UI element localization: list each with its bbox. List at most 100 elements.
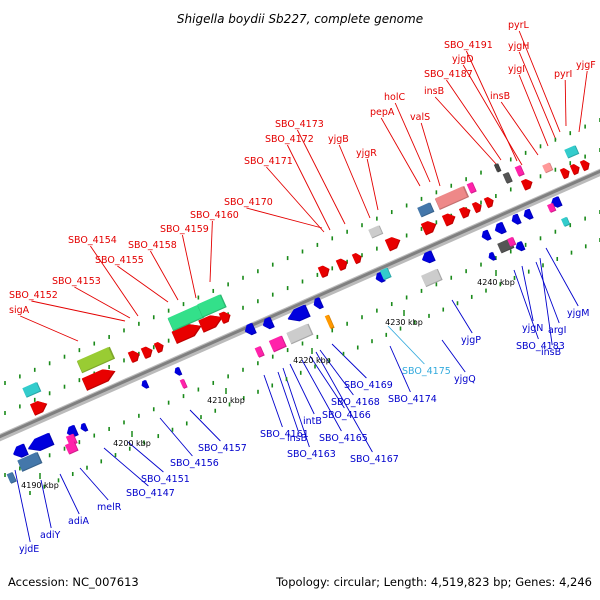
gene-label-reverse[interactable]: adiY xyxy=(40,530,60,541)
gene-feature[interactable] xyxy=(510,213,522,226)
gene-feature[interactable] xyxy=(368,225,384,239)
gene-feature[interactable] xyxy=(171,320,204,345)
gene-feature[interactable] xyxy=(514,165,525,177)
gene-feature[interactable] xyxy=(466,182,477,194)
gene-feature[interactable] xyxy=(547,202,557,213)
gene-label-reverse[interactable]: insB xyxy=(541,347,561,358)
gene-feature[interactable] xyxy=(243,322,257,338)
gene-label-forward[interactable]: SBO_4155 xyxy=(95,255,144,266)
gene-feature[interactable] xyxy=(179,378,188,390)
gene-label-forward[interactable]: yjgH xyxy=(508,41,529,52)
gene-feature[interactable] xyxy=(140,345,155,360)
gene-feature[interactable] xyxy=(29,398,50,416)
gene-feature[interactable] xyxy=(507,236,517,247)
gene-feature[interactable] xyxy=(487,251,497,262)
gene-feature[interactable] xyxy=(434,186,470,210)
gene-feature[interactable] xyxy=(374,271,386,284)
gene-label-forward[interactable]: yjgB xyxy=(328,134,349,145)
gene-feature[interactable] xyxy=(17,452,43,472)
gene-label-forward[interactable]: holC xyxy=(384,92,405,103)
gene-feature[interactable] xyxy=(285,304,311,325)
gene-feature[interactable] xyxy=(542,162,554,174)
gene-label-reverse[interactable]: argI xyxy=(548,325,566,336)
gene-label-reverse[interactable]: SBO_4183 xyxy=(516,341,565,352)
gene-label-reverse[interactable]: adiA xyxy=(68,516,89,527)
gene-feature[interactable] xyxy=(76,346,116,374)
gene-label-reverse[interactable]: melR xyxy=(97,502,122,513)
gene-feature[interactable] xyxy=(167,304,205,332)
gene-label-forward[interactable]: pepA xyxy=(370,107,395,118)
gene-feature[interactable] xyxy=(483,195,496,209)
gene-feature[interactable] xyxy=(564,145,580,159)
gene-label-reverse[interactable]: SBO_4156 xyxy=(170,458,219,469)
gene-label-forward[interactable]: yjgR xyxy=(356,148,377,159)
gene-label-forward[interactable]: SBO_4153 xyxy=(52,276,101,287)
gene-feature[interactable] xyxy=(520,177,535,191)
gene-label-reverse[interactable]: SBO_4174 xyxy=(388,394,437,405)
gene-feature[interactable] xyxy=(65,424,79,440)
gene-feature[interactable] xyxy=(458,205,473,219)
gene-label-reverse[interactable]: SBO_4168 xyxy=(331,397,380,408)
gene-feature[interactable] xyxy=(324,314,335,330)
gene-feature[interactable] xyxy=(379,267,392,281)
gene-label-reverse[interactable]: insB xyxy=(287,433,307,444)
gene-label-reverse[interactable]: yjdE xyxy=(19,544,39,555)
gene-feature[interactable] xyxy=(522,208,534,221)
gene-feature[interactable] xyxy=(79,422,89,433)
gene-label-reverse[interactable]: SBO_4165 xyxy=(319,433,368,444)
gene-feature[interactable] xyxy=(11,443,29,460)
gene-label-reverse[interactable]: yjgM xyxy=(567,308,590,319)
gene-feature[interactable] xyxy=(254,346,265,358)
gene-label-reverse[interactable]: SBO_4175 xyxy=(402,366,451,377)
gene-label-forward[interactable]: pyrI xyxy=(554,69,572,80)
gene-label-reverse[interactable]: SBO_4166 xyxy=(322,410,371,421)
gene-feature[interactable] xyxy=(561,216,571,227)
gene-feature[interactable] xyxy=(153,340,166,354)
gene-feature[interactable] xyxy=(335,257,350,272)
gene-label-reverse[interactable]: SBO_4157 xyxy=(198,443,247,454)
gene-label-reverse[interactable]: yjgP xyxy=(461,335,481,346)
gene-label-forward[interactable]: yjgF xyxy=(576,60,596,71)
gene-feature[interactable] xyxy=(218,310,233,325)
gene-label-forward[interactable]: SBO_4160 xyxy=(190,210,239,221)
gene-feature[interactable] xyxy=(286,323,314,345)
gene-label-reverse[interactable]: SBO_4147 xyxy=(126,488,175,499)
gene-label-forward[interactable]: SBO_4159 xyxy=(160,224,209,235)
gene-feature[interactable] xyxy=(579,158,592,172)
gene-label-reverse[interactable]: SBO_4167 xyxy=(350,454,399,465)
gene-feature[interactable] xyxy=(81,365,119,391)
gene-feature[interactable] xyxy=(569,162,582,176)
gene-feature[interactable] xyxy=(6,472,17,484)
gene-label-forward[interactable]: SBO_4171 xyxy=(244,156,293,167)
gene-label-forward[interactable]: SBO_4154 xyxy=(68,235,117,246)
gene-feature[interactable] xyxy=(64,441,79,455)
gene-feature[interactable] xyxy=(493,221,507,237)
gene-feature[interactable] xyxy=(268,335,287,353)
gene-label-reverse[interactable]: SBO_4161 xyxy=(260,429,309,440)
gene-feature[interactable] xyxy=(317,264,332,279)
gene-feature[interactable] xyxy=(127,349,142,364)
gene-label-forward[interactable]: sigA xyxy=(9,305,30,316)
gene-feature[interactable] xyxy=(471,200,484,214)
gene-feature[interactable] xyxy=(25,432,55,455)
gene-feature[interactable] xyxy=(420,250,436,265)
gene-label-reverse[interactable]: SBO_4151 xyxy=(141,474,190,485)
gene-label-forward[interactable]: SBO_4170 xyxy=(224,197,273,208)
gene-label-forward[interactable]: yjgI xyxy=(508,64,525,75)
gene-label-forward[interactable]: SBO_4158 xyxy=(128,240,177,251)
gene-label-reverse[interactable]: SBO_4163 xyxy=(287,449,336,460)
gene-feature[interactable] xyxy=(384,234,403,252)
gene-label-reverse[interactable]: yjgN xyxy=(522,323,543,334)
gene-label-forward[interactable]: SBO_4173 xyxy=(275,119,324,130)
gene-feature[interactable] xyxy=(480,229,492,242)
gene-feature[interactable] xyxy=(173,366,183,377)
gene-label-forward[interactable]: pyrL xyxy=(508,20,530,31)
gene-label-forward[interactable]: SBO_4152 xyxy=(9,290,58,301)
gene-feature[interactable] xyxy=(502,172,513,184)
gene-feature[interactable] xyxy=(197,294,227,318)
gene-label-reverse[interactable]: yjgQ xyxy=(454,374,476,385)
gene-label-forward[interactable]: yjgD xyxy=(452,54,474,65)
gene-label-forward[interactable]: insB xyxy=(424,86,444,97)
gene-feature[interactable] xyxy=(441,211,458,227)
gene-label-reverse[interactable]: intB xyxy=(303,416,322,427)
